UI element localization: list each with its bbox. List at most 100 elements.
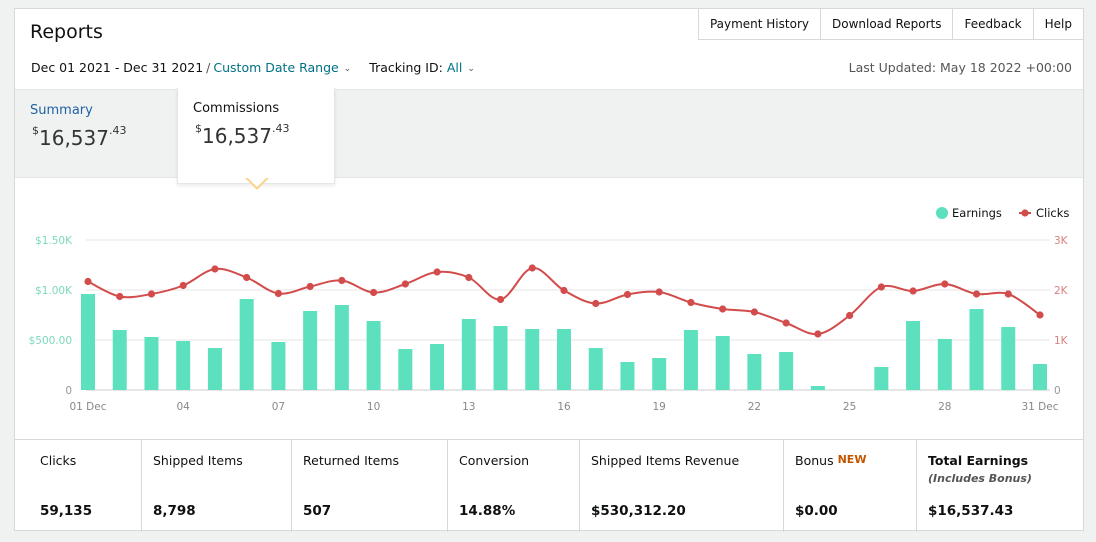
amount-cents: .43 bbox=[108, 124, 127, 137]
earnings-bar bbox=[271, 342, 286, 390]
payment-history-button[interactable]: Payment History bbox=[709, 17, 809, 31]
x-tick-label: 13 bbox=[462, 401, 475, 413]
stat-label-text: Bonus bbox=[795, 453, 834, 468]
stat-value: $530,312.20 bbox=[591, 503, 686, 519]
earnings-bar bbox=[239, 299, 254, 390]
page-title: Reports bbox=[30, 21, 103, 43]
clicks-point bbox=[877, 283, 885, 291]
earnings-bar bbox=[1033, 364, 1047, 390]
stat-value: 507 bbox=[303, 503, 332, 519]
stat-label: Shipped Items Revenue bbox=[591, 453, 740, 468]
tracking-id-dropdown[interactable]: All bbox=[446, 60, 463, 75]
clicks-point bbox=[941, 280, 949, 288]
y-right-tick-label: 1K bbox=[1054, 335, 1069, 347]
earnings-bar bbox=[81, 294, 95, 390]
x-tick-label: 01 Dec bbox=[69, 401, 106, 413]
clicks-point bbox=[465, 273, 473, 282]
stat-shipped-revenue: Shipped Items Revenue $530,312.20 bbox=[579, 440, 783, 532]
stat-label: Bonus NEW bbox=[795, 453, 866, 468]
chart-svg: 0 $500.00 $1.00K $1.50K 0 1K 2K 3K 01 Dec 04 07 10 1… bbox=[29, 206, 1070, 413]
clicks-line bbox=[87, 266, 1041, 336]
y-left-tick-label: $500.00 bbox=[29, 335, 72, 347]
earnings-bar bbox=[112, 330, 127, 390]
clicks-point bbox=[274, 289, 282, 298]
clicks-point bbox=[592, 299, 600, 308]
feedback-button[interactable]: Feedback bbox=[952, 9, 1032, 39]
chevron-down-icon[interactable]: ⌄ bbox=[467, 63, 475, 74]
amount-whole: 16,537 bbox=[39, 126, 109, 150]
y-right-tick-label: 3K bbox=[1054, 235, 1069, 247]
clicks-point bbox=[211, 265, 219, 273]
report-top-nav: Payment History Download Reports Feedbac… bbox=[697, 8, 1084, 40]
stats-row: Clicks 59,135 Shipped Items 8,798 Return… bbox=[15, 439, 1083, 532]
legend-clicks-swatch bbox=[1021, 209, 1029, 217]
stat-value: 8,798 bbox=[153, 503, 196, 519]
stat-value: $0.00 bbox=[795, 503, 838, 519]
commissions-tile-label: Commissions bbox=[193, 101, 280, 116]
earnings-bar bbox=[303, 311, 318, 390]
date-range-dropdown[interactable]: Custom Date Range bbox=[213, 60, 339, 75]
clicks-point bbox=[909, 287, 917, 295]
earnings-bar bbox=[906, 321, 921, 390]
clicks-point bbox=[623, 290, 632, 299]
x-tick-label: 22 bbox=[748, 401, 761, 413]
earnings-bar bbox=[334, 305, 349, 390]
stat-returned-items: Returned Items 507 bbox=[291, 440, 447, 532]
x-tick-label: 28 bbox=[938, 401, 951, 413]
earnings-bar bbox=[1001, 327, 1016, 390]
stat-label: Shipped Items bbox=[153, 453, 243, 468]
clicks-point bbox=[687, 298, 695, 307]
x-tick-label: 25 bbox=[843, 401, 856, 413]
clicks-point bbox=[750, 308, 759, 316]
commissions-amount: $16,537.43 bbox=[195, 122, 289, 148]
clicks-point bbox=[116, 292, 124, 301]
stat-label: Total Earnings bbox=[928, 453, 1029, 468]
stat-label: Conversion bbox=[459, 453, 530, 468]
earnings-bar bbox=[810, 386, 825, 390]
clicks-point bbox=[84, 277, 92, 286]
clicks-point bbox=[306, 282, 314, 291]
stat-label: Returned Items bbox=[303, 453, 400, 468]
legend-earnings-label: Earnings bbox=[952, 206, 1002, 220]
summary-band: Summary $16,537.43 Commissions $16,537.4… bbox=[15, 88, 1083, 184]
clicks-point bbox=[846, 311, 854, 320]
x-tick-label: 16 bbox=[557, 401, 571, 413]
y-left-tick-label: $1.50K bbox=[35, 235, 73, 247]
stat-value: 59,135 bbox=[40, 503, 93, 519]
earnings-bar bbox=[620, 362, 635, 390]
new-badge: NEW bbox=[837, 453, 867, 466]
help-button[interactable]: Help bbox=[1032, 9, 1083, 39]
stat-shipped-items: Shipped Items 8,798 bbox=[141, 440, 291, 532]
clicks-point bbox=[782, 319, 790, 327]
earnings-bar bbox=[874, 367, 889, 390]
earnings-bar bbox=[525, 329, 540, 390]
summary-tile[interactable]: Summary $16,537.43 bbox=[15, 90, 175, 179]
download-reports-button[interactable]: Download Reports bbox=[819, 9, 953, 39]
earnings-bar bbox=[652, 358, 667, 390]
stat-total-earnings: Total Earnings (Includes Bonus) $16,537.… bbox=[916, 440, 1083, 532]
clicks-point bbox=[496, 295, 505, 304]
earnings-bar bbox=[176, 341, 191, 390]
stat-clicks: Clicks 59,135 bbox=[15, 440, 141, 532]
chevron-down-icon[interactable]: ⌄ bbox=[343, 63, 352, 74]
legend-clicks-label: Clicks bbox=[1036, 206, 1069, 220]
earnings-clicks-chart: 0 $500.00 $1.00K $1.50K 0 1K 2K 3K 01 Dec 04 07 10 1… bbox=[15, 179, 1083, 439]
clicks-point bbox=[243, 273, 251, 282]
x-tick-label: 10 bbox=[367, 401, 380, 413]
earnings-bar bbox=[747, 354, 762, 390]
summary-tile-label: Summary bbox=[30, 103, 93, 118]
last-updated-text: Last Updated: May 18 2022 +00:00 bbox=[848, 60, 1072, 75]
earnings-bar bbox=[937, 339, 952, 390]
earnings-bar bbox=[969, 309, 984, 390]
clicks-point bbox=[972, 290, 981, 298]
tracking-id-label: Tracking ID: bbox=[369, 60, 443, 75]
commissions-tile[interactable]: Commissions $16,537.43 bbox=[177, 88, 335, 184]
clicks-point bbox=[179, 281, 187, 290]
y-left-tick-label: 0 bbox=[65, 385, 72, 397]
stat-value: 14.88% bbox=[459, 503, 516, 519]
x-tick-label: 19 bbox=[653, 401, 666, 413]
clicks-point bbox=[719, 305, 727, 313]
y-left-tick-label: $1.00K bbox=[35, 285, 73, 297]
earnings-bar bbox=[683, 330, 698, 390]
earnings-bar bbox=[461, 319, 476, 390]
